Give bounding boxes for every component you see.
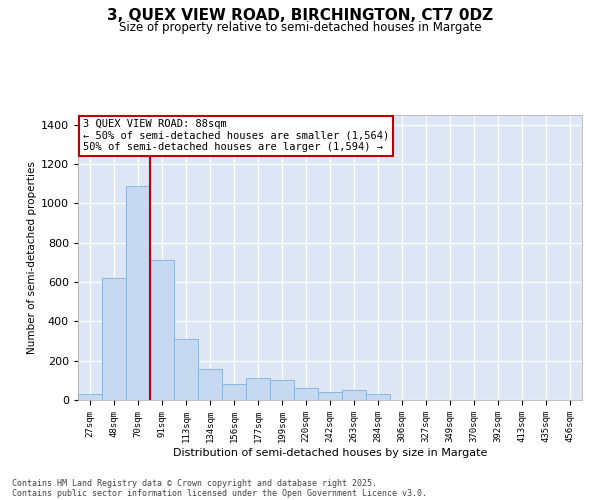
Bar [222, 384, 246, 400]
Bar [102, 278, 126, 400]
Bar [150, 260, 174, 400]
Bar [198, 368, 222, 400]
Text: Contains HM Land Registry data © Crown copyright and database right 2025.: Contains HM Land Registry data © Crown c… [12, 478, 377, 488]
Text: 3, QUEX VIEW ROAD, BIRCHINGTON, CT7 0DZ: 3, QUEX VIEW ROAD, BIRCHINGTON, CT7 0DZ [107, 8, 493, 22]
Text: 3 QUEX VIEW ROAD: 88sqm
← 50% of semi-detached houses are smaller (1,564)
50% of: 3 QUEX VIEW ROAD: 88sqm ← 50% of semi-de… [83, 120, 389, 152]
X-axis label: Distribution of semi-detached houses by size in Margate: Distribution of semi-detached houses by … [173, 448, 487, 458]
Bar [318, 392, 342, 400]
Bar [126, 186, 150, 400]
Text: Contains public sector information licensed under the Open Government Licence v3: Contains public sector information licen… [12, 488, 427, 498]
Bar [342, 390, 366, 400]
Bar [366, 394, 390, 400]
Bar [270, 380, 294, 400]
Bar [294, 388, 318, 400]
Y-axis label: Number of semi-detached properties: Number of semi-detached properties [26, 161, 37, 354]
Bar [246, 378, 270, 400]
Bar [174, 339, 198, 400]
Text: Size of property relative to semi-detached houses in Margate: Size of property relative to semi-detach… [119, 21, 481, 34]
Bar [78, 394, 102, 400]
